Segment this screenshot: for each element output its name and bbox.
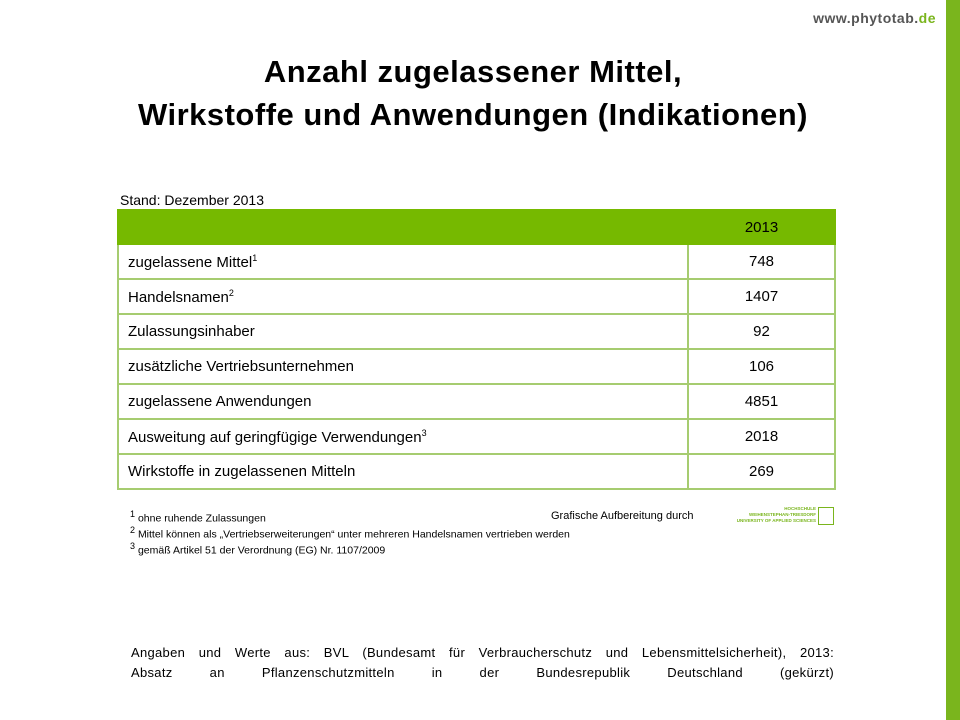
table-row: zusätzliche Vertriebsunternehmen 106 <box>117 348 836 385</box>
footnote-mark: 1 <box>130 509 136 519</box>
label-cell: Wirkstoffe in zugelassenen Mitteln <box>117 453 689 490</box>
logo-line: UNIVERSITY OF APPLIED SCIENCES <box>736 518 816 523</box>
label-cell: zusätzliche Vertriebsunternehmen <box>117 348 689 385</box>
url-main: www.phytotab. <box>813 10 919 26</box>
row-label: zugelassene Anwendungen <box>128 393 312 410</box>
value-cell: 2018 <box>687 418 836 455</box>
row-label: Wirkstoffe in zugelassenen Mitteln <box>128 463 356 480</box>
value-cell: 92 <box>687 313 836 350</box>
footnote-text: gemäß Artikel 51 der Verordnung (EG) Nr.… <box>137 544 386 557</box>
footnote-text: Mittel können als „Vertriebserweiterunge… <box>137 528 570 541</box>
label-cell: Handelsnamen2 <box>117 278 689 315</box>
table-row: Zulassungsinhaber 92 <box>117 313 836 350</box>
footnote-ref: 3 <box>421 427 427 438</box>
row-label: Handelsnamen <box>128 288 229 306</box>
source-line: Angaben und Werte aus: BVL (Bundesamt fü… <box>131 645 834 660</box>
value-cell: 4851 <box>687 383 836 420</box>
source-line: Absatz an Pflanzenschutzmitteln in der B… <box>131 665 834 680</box>
header-cell: 2013 <box>687 209 836 245</box>
side-bar <box>946 0 960 720</box>
footnote-text: ohne ruhende Zulassungen <box>137 512 266 525</box>
header-row: 2013 <box>117 209 836 245</box>
footnote: 2 Mittel können als „Vertriebserweiterun… <box>130 525 570 541</box>
footnote: 1 ohne ruhende Zulassungen <box>130 509 266 525</box>
row-label: Ausweitung auf geringfügige Verwendungen <box>128 428 422 446</box>
footnote-ref: 2 <box>228 287 234 298</box>
footnote-ref: 1 <box>252 252 258 263</box>
value-cell: 269 <box>687 453 836 490</box>
title-line: Wirkstoffe und Anwendungen (Indikationen… <box>137 97 809 132</box>
logo-line: HOCHSCHULE <box>784 506 816 511</box>
table-row: zugelassene Mittel1 748 <box>117 243 836 280</box>
logo-text: HOCHSCHULE WEIHENSTEPHAN-TRIESDORF UNIVE… <box>722 506 816 524</box>
url-tld: de <box>918 10 936 26</box>
value-cell: 106 <box>687 348 836 385</box>
credit-text: Grafische Aufbereitung durch <box>551 510 694 522</box>
table-row: Wirkstoffe in zugelassenen Mitteln 269 <box>117 453 836 490</box>
row-label: zusätzliche Vertriebsunternehmen <box>128 358 354 375</box>
table-row: Ausweitung auf geringfügige Verwendungen… <box>117 418 836 455</box>
footnote: 3 gemäß Artikel 51 der Verordnung (EG) N… <box>130 541 385 557</box>
value-cell: 1407 <box>687 278 836 315</box>
logo-mark <box>818 507 834 525</box>
data-table: 2013 zugelassene Mittel1 748 Handelsnamen2 1… <box>117 209 836 490</box>
value-cell: 748 <box>687 243 836 280</box>
label-cell: zugelassene Anwendungen <box>117 383 689 420</box>
header-cell <box>117 209 689 245</box>
table-row: Handelsnamen2 1407 <box>117 278 836 315</box>
row-label: Zulassungsinhaber <box>128 323 255 340</box>
label-cell: Ausweitung auf geringfügige Verwendungen… <box>117 418 689 455</box>
footnote-mark: 2 <box>130 525 136 535</box>
row-label: zugelassene Mittel <box>128 253 253 271</box>
label-cell: zugelassene Mittel1 <box>117 243 689 280</box>
stand-note: Stand: Dezember 2013 <box>120 192 264 208</box>
table-row: zugelassene Anwendungen 4851 <box>117 383 836 420</box>
table-body: 2013 zugelassene Mittel1 748 Handelsnamen2 1… <box>117 209 836 490</box>
footnote-mark: 3 <box>130 541 136 551</box>
label-cell: Zulassungsinhaber <box>117 313 689 350</box>
site-url: www.phytotab.de <box>813 10 936 26</box>
title-line: Anzahl zugelassener Mittel, <box>263 54 683 89</box>
logo-line: WEIHENSTEPHAN-TRIESDORF <box>748 512 816 517</box>
